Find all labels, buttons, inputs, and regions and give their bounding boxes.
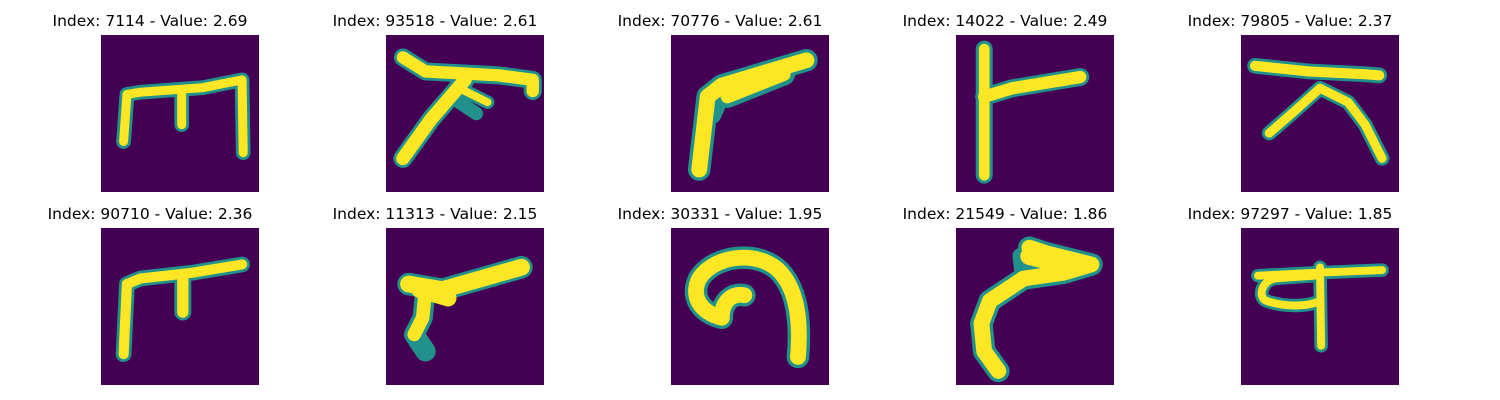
panel-title: Index: 93518 - Value: 2.61 [332,12,538,30]
glyph-image [671,228,829,385]
panel-title: Index: 14022 - Value: 2.49 [902,12,1108,30]
panel-3: Index: 70776 - Value: 2.61 [570,0,870,192]
panel-6: Index: 90710 - Value: 2.36 [0,193,300,385]
panel-8: Index: 30331 - Value: 1.95 [570,193,870,385]
panel-1: Index: 7114 - Value: 2.69 [0,0,300,192]
glyph-image [671,35,829,192]
glyph-image [1241,35,1399,192]
glyph-image [956,228,1114,385]
glyph-image [386,35,544,192]
panel-title: Index: 79805 - Value: 2.37 [1187,12,1393,30]
panel-title: Index: 7114 - Value: 2.69 [52,12,248,30]
glyph-image [1241,228,1399,385]
panel-title: Index: 97297 - Value: 1.85 [1187,205,1393,223]
panel-title: Index: 90710 - Value: 2.36 [47,205,253,223]
panel-title: Index: 30331 - Value: 1.95 [617,205,823,223]
glyph-image [386,228,544,385]
panel-7: Index: 11313 - Value: 2.15 [285,193,585,385]
glyph-image [956,35,1114,192]
glyph-image [101,228,259,385]
panel-5: Index: 79805 - Value: 2.37 [1140,0,1440,192]
panel-9: Index: 21549 - Value: 1.86 [855,193,1155,385]
panel-4: Index: 14022 - Value: 2.49 [855,0,1155,192]
panel-10: Index: 97297 - Value: 1.85 [1140,193,1440,385]
panel-title: Index: 21549 - Value: 1.86 [902,205,1108,223]
panel-2: Index: 93518 - Value: 2.61 [285,0,585,192]
glyph-image [101,35,259,192]
panel-title: Index: 11313 - Value: 2.15 [332,205,538,223]
panel-title: Index: 70776 - Value: 2.61 [617,12,823,30]
